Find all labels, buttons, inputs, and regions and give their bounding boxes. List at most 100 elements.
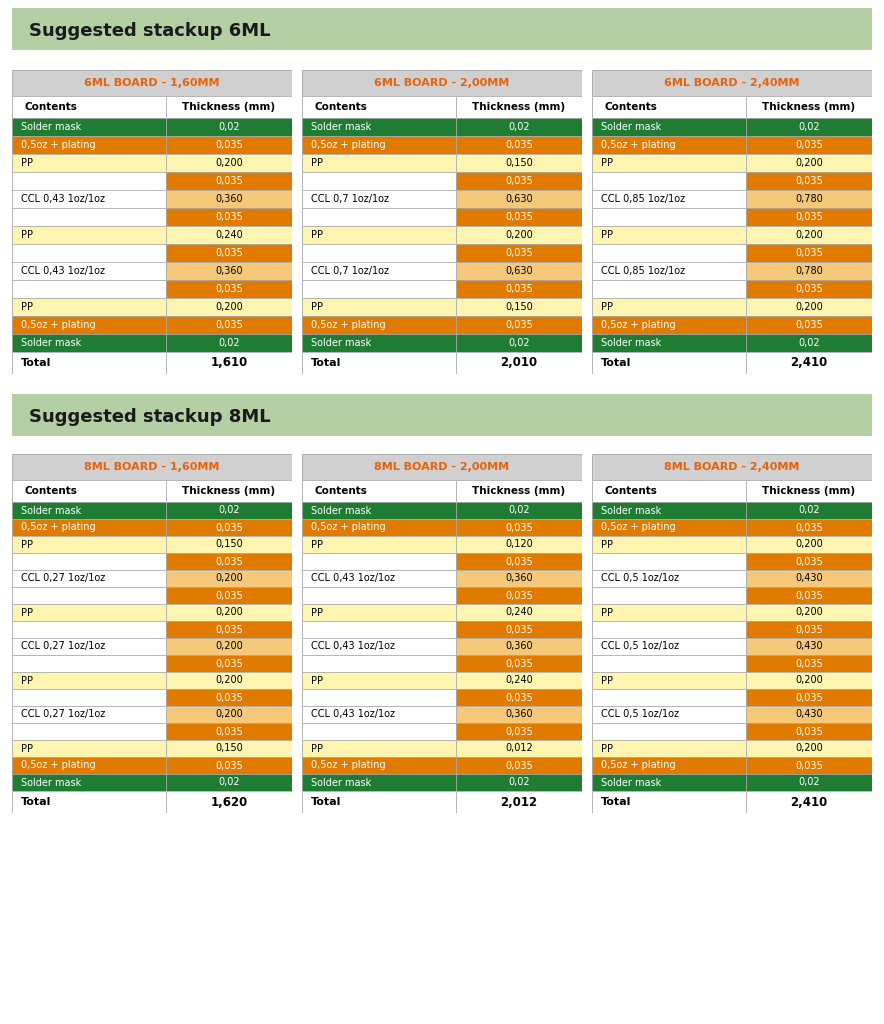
Text: 0,035: 0,035	[215, 248, 243, 258]
Text: CCL 0,7 1oz/1oz: CCL 0,7 1oz/1oz	[311, 194, 389, 204]
Text: 0,035: 0,035	[215, 522, 243, 532]
Text: PP: PP	[21, 158, 34, 168]
Text: Suggested stackup 6ML: Suggested stackup 6ML	[29, 23, 271, 40]
Text: 1,610: 1,610	[210, 356, 248, 370]
Text: 0,035: 0,035	[505, 692, 533, 702]
Text: 0,035: 0,035	[215, 726, 243, 736]
Text: PP: PP	[601, 607, 613, 617]
Text: CCL 0,85 1oz/1oz: CCL 0,85 1oz/1oz	[601, 194, 685, 204]
Text: 2,010: 2,010	[500, 356, 537, 370]
Text: 0,02: 0,02	[508, 338, 530, 348]
Text: 0,035: 0,035	[795, 726, 823, 736]
Text: 0,02: 0,02	[218, 506, 240, 515]
Text: Solder mask: Solder mask	[21, 506, 81, 515]
Text: Contents: Contents	[315, 486, 367, 496]
Text: 0,035: 0,035	[795, 140, 823, 150]
Text: Solder mask: Solder mask	[311, 122, 371, 132]
Text: CCL 0,43 1oz/1oz: CCL 0,43 1oz/1oz	[311, 641, 395, 651]
Text: 0,5oz + plating: 0,5oz + plating	[601, 319, 676, 330]
Text: PP: PP	[311, 158, 324, 168]
Text: 0,035: 0,035	[795, 522, 823, 532]
Text: 0,02: 0,02	[218, 338, 240, 348]
Text: 0,02: 0,02	[798, 777, 819, 787]
Text: 0,035: 0,035	[215, 319, 243, 330]
Text: 0,5oz + plating: 0,5oz + plating	[601, 140, 676, 150]
Text: 0,200: 0,200	[215, 607, 243, 617]
Text: 0,120: 0,120	[505, 540, 533, 550]
Text: 0,5oz + plating: 0,5oz + plating	[601, 761, 676, 770]
Text: CCL 0,85 1oz/1oz: CCL 0,85 1oz/1oz	[601, 266, 685, 276]
Text: 0,035: 0,035	[215, 176, 243, 186]
Text: 0,200: 0,200	[215, 158, 243, 168]
Text: PP: PP	[601, 743, 613, 754]
Text: Thickness (mm): Thickness (mm)	[472, 486, 566, 496]
Text: 0,02: 0,02	[798, 122, 819, 132]
Text: 0,5oz + plating: 0,5oz + plating	[311, 522, 385, 532]
Text: 0,035: 0,035	[795, 212, 823, 222]
Text: 0,240: 0,240	[505, 607, 533, 617]
Text: 8ML BOARD - 2,40MM: 8ML BOARD - 2,40MM	[664, 462, 800, 472]
Text: 0,5oz + plating: 0,5oz + plating	[21, 522, 95, 532]
Text: 0,035: 0,035	[505, 248, 533, 258]
Text: CCL 0,43 1oz/1oz: CCL 0,43 1oz/1oz	[311, 573, 395, 584]
Text: 0,035: 0,035	[215, 212, 243, 222]
Text: 0,035: 0,035	[795, 658, 823, 669]
Text: 0,200: 0,200	[215, 710, 243, 720]
Text: Total: Total	[311, 797, 341, 807]
Text: 0,360: 0,360	[505, 573, 533, 584]
Text: CCL 0,27 1oz/1oz: CCL 0,27 1oz/1oz	[21, 710, 105, 720]
Text: 0,02: 0,02	[508, 777, 530, 787]
Text: PP: PP	[21, 302, 34, 312]
Text: 0,02: 0,02	[508, 506, 530, 515]
Text: 2,012: 2,012	[500, 796, 537, 809]
Text: 0,035: 0,035	[795, 692, 823, 702]
Text: 2,410: 2,410	[790, 796, 827, 809]
Text: 0,02: 0,02	[508, 122, 530, 132]
Text: 0,035: 0,035	[505, 212, 533, 222]
Text: Solder mask: Solder mask	[601, 506, 661, 515]
Text: CCL 0,5 1oz/1oz: CCL 0,5 1oz/1oz	[601, 641, 679, 651]
Text: PP: PP	[311, 230, 324, 240]
Text: 6ML BOARD - 1,60MM: 6ML BOARD - 1,60MM	[84, 78, 220, 88]
Text: PP: PP	[311, 302, 324, 312]
Text: 0,035: 0,035	[215, 591, 243, 600]
Text: PP: PP	[601, 302, 613, 312]
Text: PP: PP	[21, 540, 34, 550]
Text: 0,200: 0,200	[795, 607, 823, 617]
Text: 8ML BOARD - 2,00MM: 8ML BOARD - 2,00MM	[375, 462, 509, 472]
Text: 0,035: 0,035	[795, 556, 823, 566]
Text: Solder mask: Solder mask	[601, 777, 661, 787]
Text: 0,150: 0,150	[505, 158, 533, 168]
Text: 0,360: 0,360	[215, 266, 243, 276]
Text: Thickness (mm): Thickness (mm)	[762, 486, 856, 496]
Text: 1,620: 1,620	[210, 796, 248, 809]
Text: PP: PP	[21, 743, 34, 754]
Text: 0,02: 0,02	[218, 777, 240, 787]
Text: 0,200: 0,200	[215, 676, 243, 685]
Text: PP: PP	[21, 676, 34, 685]
Text: PP: PP	[311, 607, 324, 617]
Text: CCL 0,5 1oz/1oz: CCL 0,5 1oz/1oz	[601, 710, 679, 720]
Text: Total: Total	[601, 358, 631, 368]
Text: PP: PP	[311, 676, 324, 685]
Text: 0,035: 0,035	[505, 319, 533, 330]
Text: Total: Total	[601, 797, 631, 807]
Text: 8ML BOARD - 1,60MM: 8ML BOARD - 1,60MM	[84, 462, 220, 472]
Text: 0,200: 0,200	[795, 158, 823, 168]
Text: Contents: Contents	[605, 486, 657, 496]
Text: 0,360: 0,360	[215, 194, 243, 204]
Text: Solder mask: Solder mask	[21, 338, 81, 348]
Text: Thickness (mm): Thickness (mm)	[182, 102, 276, 112]
Text: 0,430: 0,430	[796, 573, 823, 584]
Text: 0,630: 0,630	[505, 194, 533, 204]
Text: 0,035: 0,035	[505, 591, 533, 600]
Text: 0,150: 0,150	[505, 302, 533, 312]
Text: Solder mask: Solder mask	[21, 122, 81, 132]
Text: Total: Total	[21, 358, 51, 368]
Text: CCL 0,43 1oz/1oz: CCL 0,43 1oz/1oz	[21, 194, 105, 204]
Text: 0,035: 0,035	[795, 284, 823, 294]
Text: 0,200: 0,200	[795, 302, 823, 312]
Text: 0,035: 0,035	[795, 176, 823, 186]
Text: CCL 0,7 1oz/1oz: CCL 0,7 1oz/1oz	[311, 266, 389, 276]
Text: 0,200: 0,200	[795, 676, 823, 685]
